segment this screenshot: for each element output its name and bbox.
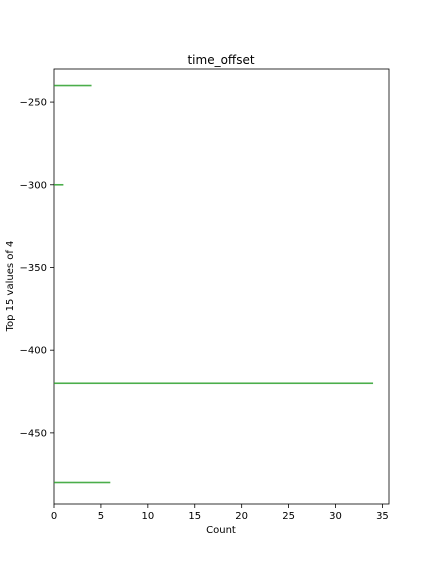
x-tick-label: 20 bbox=[235, 511, 248, 522]
x-tick-label: 5 bbox=[98, 511, 104, 522]
x-tick-label: 30 bbox=[329, 511, 342, 522]
y-tick-label: −250 bbox=[20, 98, 47, 109]
x-tick-label: 25 bbox=[282, 511, 295, 522]
y-tick-label: −400 bbox=[20, 346, 47, 357]
x-tick-label: 35 bbox=[376, 511, 389, 522]
bar bbox=[54, 382, 374, 385]
y-axis-label: Top 15 values of 4 bbox=[5, 241, 16, 333]
x-axis-ticks: 0 5 10 15 20 25 30 35 bbox=[51, 504, 389, 522]
y-tick-label: −450 bbox=[20, 428, 47, 439]
x-tick-label: 10 bbox=[141, 511, 154, 522]
plot-frame bbox=[53, 68, 390, 505]
bar bbox=[54, 481, 111, 484]
x-tick-label: 0 bbox=[51, 511, 57, 522]
chart-title: time_offset bbox=[187, 53, 254, 67]
bar bbox=[54, 183, 64, 186]
plot-area bbox=[53, 68, 390, 505]
bar bbox=[54, 84, 92, 87]
y-axis-ticks: −250 −300 −350 −400 −450 bbox=[20, 98, 54, 439]
y-tick-label: −350 bbox=[20, 263, 47, 274]
bars-group bbox=[54, 84, 374, 484]
x-axis-label: Count bbox=[206, 525, 236, 536]
y-tick-label: −300 bbox=[20, 180, 47, 191]
x-tick-label: 15 bbox=[188, 511, 201, 522]
